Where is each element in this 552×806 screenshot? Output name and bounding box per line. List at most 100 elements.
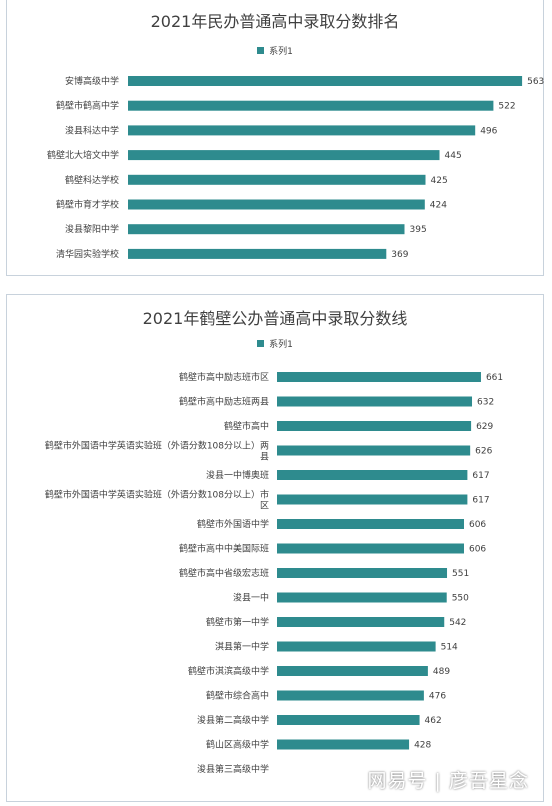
data-label: 395 <box>410 225 427 235</box>
category-label: 鹤壁北大培文中学 <box>47 149 119 161</box>
bar <box>277 396 473 407</box>
data-label: 632 <box>477 398 494 408</box>
data-label: 445 <box>445 151 462 161</box>
legend-label: 系列1 <box>269 340 293 350</box>
legend-label: 系列1 <box>269 47 293 57</box>
bar <box>277 690 424 701</box>
bar <box>128 100 494 111</box>
category-label-line: 浚县第二高级中学 <box>197 714 269 726</box>
category-label: 鹤山区高级中学 <box>206 739 269 751</box>
category-label: 鹤壁市淇滨高级中学 <box>188 665 269 677</box>
category-label-line: 浚县科达中学 <box>65 124 119 136</box>
category-label-line: 鹤壁市高中省级宏志班 <box>179 567 269 579</box>
bar-chart-public: 鹤壁市高中励志班市区 661 鹤壁市高中励志班两县 632 鹤壁市高中 629 鹤壁市外国语… <box>45 371 503 775</box>
category-label-line: 鹤壁市高中中美国际班 <box>179 543 269 555</box>
category-label-line: 清华园实验学校 <box>56 248 119 260</box>
bar <box>277 543 464 554</box>
data-label: 661 <box>486 373 503 383</box>
legend-swatch <box>257 47 265 54</box>
bar <box>128 76 523 86</box>
category-label: 鹤壁市综合高中 <box>206 690 269 702</box>
data-label: 551 <box>452 569 469 579</box>
category-label-line: 鹤壁市外国语中学英语实验班（外语分数108分以上）两 <box>45 440 269 452</box>
data-label: 425 <box>431 176 448 186</box>
data-label: 617 <box>472 496 489 506</box>
category-label-line: 鹤壁科达学校 <box>65 174 119 186</box>
bar <box>277 666 428 676</box>
bar <box>128 150 440 161</box>
data-label: 424 <box>430 201 447 211</box>
data-label: 489 <box>433 667 450 677</box>
bar <box>277 372 481 382</box>
bar-chart-private: 安博高级中学 563 鹤壁市鹤高中学 522 浚县科达中学 496 鹤壁北大培文中学 445 鹤… <box>47 75 544 260</box>
category-label-line: 鹤壁市外国语中学 <box>197 518 269 530</box>
category-label: 浚县一中 <box>233 592 269 604</box>
data-label: 617 <box>472 471 489 481</box>
category-label: 鹤壁市高中励志班两县 <box>179 396 269 408</box>
bar <box>277 592 447 603</box>
category-label-line: 区 <box>260 501 269 512</box>
bar <box>277 470 468 480</box>
data-label: 514 <box>441 643 458 653</box>
bar <box>277 568 448 578</box>
bar <box>277 519 464 529</box>
data-label: 550 <box>452 594 469 604</box>
category-label: 浚县第三高级中学 <box>197 763 269 775</box>
legend-swatch <box>257 340 265 347</box>
data-label: 606 <box>469 545 486 555</box>
data-label: 496 <box>480 126 497 136</box>
category-label-line: 鹤山区高级中学 <box>206 739 269 751</box>
category-label: 鹤壁科达学校 <box>65 174 119 186</box>
category-label: 鹤壁市第一中学 <box>206 616 269 628</box>
data-label: 476 <box>429 692 446 702</box>
category-label-line: 鹤壁市育才学校 <box>56 199 119 211</box>
legend: 系列1 <box>7 44 543 57</box>
category-label: 安博高级中学 <box>65 75 119 87</box>
bar <box>277 617 445 627</box>
category-label: 鹤壁市外国语中学英语实验班（外语分数108分以上）市区 <box>45 489 269 512</box>
category-label: 鹤壁市外国语中学 <box>197 518 269 530</box>
category-label-line: 鹤壁北大培文中学 <box>47 149 119 161</box>
category-label: 鹤壁市高中 <box>224 420 269 432</box>
bar <box>277 494 468 505</box>
chart-panel-public: 2021年鹤壁公办普通高中录取分数线 系列1 鹤壁市高中励志班市区 661 鹤壁市高… <box>6 294 544 802</box>
category-label-line: 浚县一中 <box>233 592 269 604</box>
category-label-line: 鹤壁市高中励志班市区 <box>179 371 269 383</box>
category-label: 浚县黎阳中学 <box>65 223 119 235</box>
category-label: 鹤壁市鹤高中学 <box>56 100 119 112</box>
bar <box>277 641 436 652</box>
bar <box>128 199 425 210</box>
data-label: 606 <box>469 520 486 530</box>
category-label-line: 浚县一中博奥班 <box>206 469 269 481</box>
category-label: 淇县第一中学 <box>215 641 269 653</box>
bar <box>128 248 387 259</box>
category-label: 鹤壁市高中励志班市区 <box>179 371 269 383</box>
category-label-line: 鹤壁市高中 <box>224 420 269 432</box>
chart-title: 2021年民办普通高中录取分数排名 <box>150 12 400 31</box>
data-label: 563 <box>527 77 544 87</box>
data-label: 369 <box>391 250 408 260</box>
category-label-line: 县 <box>260 452 269 463</box>
category-label: 浚县一中博奥班 <box>206 469 269 481</box>
category-label: 清华园实验学校 <box>56 248 119 260</box>
category-label-line: 鹤壁市综合高中 <box>206 690 269 702</box>
category-label-line: 鹤壁市鹤高中学 <box>56 100 119 112</box>
category-label: 浚县科达中学 <box>65 124 119 136</box>
category-label-line: 淇县第一中学 <box>215 641 269 653</box>
category-label: 鹤壁市高中省级宏志班 <box>179 567 269 579</box>
chart-title: 2021年鹤壁公办普通高中录取分数线 <box>142 309 408 328</box>
data-label: 542 <box>449 618 466 628</box>
legend: 系列1 <box>7 337 543 350</box>
bar <box>277 715 420 725</box>
category-label: 鹤壁市育才学校 <box>56 199 119 211</box>
data-label: 428 <box>414 741 431 751</box>
category-label-line: 鹤壁市淇滨高级中学 <box>188 665 269 677</box>
data-label: 626 <box>475 447 492 457</box>
bar <box>277 421 472 431</box>
category-label: 浚县第二高级中学 <box>197 714 269 726</box>
data-label: 629 <box>476 422 493 432</box>
category-label: 鹤壁市高中中美国际班 <box>179 543 269 555</box>
chart-panel-private: 2021年民办普通高中录取分数排名 系列1 安博高级中学 563 鹤壁市鹤高中学 52… <box>6 0 544 276</box>
category-label: 鹤壁市外国语中学英语实验班（外语分数108分以上）两县 <box>45 440 269 463</box>
bar <box>128 125 476 136</box>
